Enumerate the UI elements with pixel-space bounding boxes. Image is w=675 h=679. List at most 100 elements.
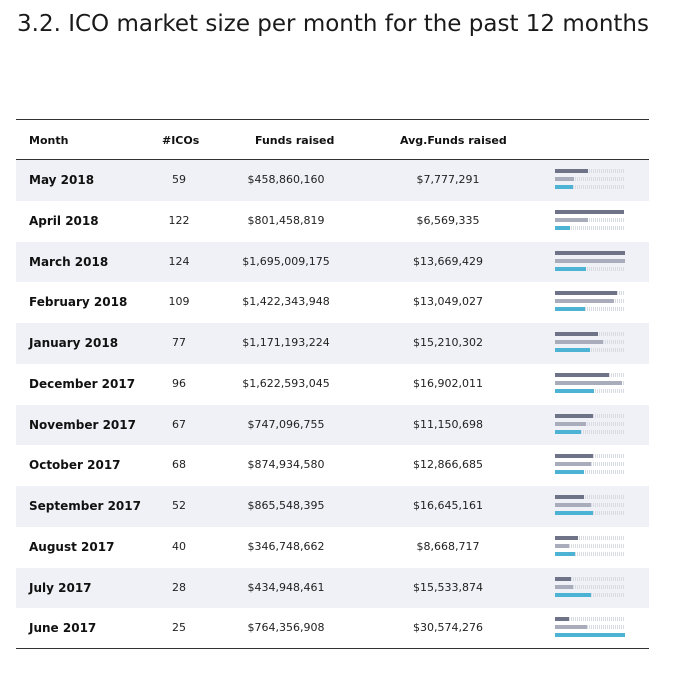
avg-funds-cell: $30,574,276	[413, 621, 483, 635]
month-cell: July 2017	[29, 580, 92, 595]
funds-raised-bar-track	[555, 258, 625, 263]
funds-raised-bar	[555, 462, 591, 467]
avg-funds-bar-track	[555, 511, 625, 515]
icos-bar-track	[555, 250, 625, 255]
avg-funds-bar-track	[555, 388, 625, 393]
funds-raised-bar-track	[555, 584, 625, 589]
funds-raised-bar	[555, 177, 574, 181]
icos-bar-track	[555, 332, 625, 336]
table-bottom-rule	[16, 648, 649, 649]
table-row: July 2017 28 $434,948,461 $15,533,874	[16, 567, 649, 609]
funds-raised-bar-track	[555, 462, 625, 467]
avg-funds-bar-track	[555, 348, 625, 352]
month-cell: November 2017	[29, 417, 136, 432]
icos-bar-track	[555, 209, 625, 214]
avg-funds-cell: $15,533,874	[413, 580, 483, 594]
table-body: May 2018 59 $458,860,160 $7,777,291 April 20…	[16, 160, 649, 649]
icos-bar	[555, 209, 624, 214]
table-row: February 2018 109 $1,422,343,948 $13,049,02…	[16, 282, 649, 323]
table-row: September 2017 52 $865,548,395 $16,645,161	[16, 486, 649, 527]
avg-funds-bar-track	[555, 470, 625, 475]
icos-bar	[555, 291, 617, 296]
icos-cell: 77	[172, 336, 186, 349]
table-row: May 2018 59 $458,860,160 $7,777,291	[16, 160, 649, 201]
icos-cell: 109	[168, 295, 190, 309]
month-cell: June 2017	[29, 621, 97, 636]
avg-funds-bar-track	[555, 551, 625, 556]
mini-bar-group	[555, 332, 625, 356]
mini-bar-group	[555, 169, 625, 193]
avg-funds-bar-track	[555, 266, 625, 271]
icos-bar	[555, 617, 569, 622]
icos-cell: 40	[172, 539, 186, 553]
mini-bar-group	[555, 250, 625, 275]
funds-raised-cell: $1,422,343,948	[242, 295, 330, 309]
page-title: 3.2. ICO market size per month for the p…	[17, 11, 649, 37]
funds-raised-cell: $1,695,009,175	[242, 254, 330, 268]
icos-bar	[555, 535, 578, 540]
funds-raised-bar-track	[555, 625, 625, 630]
icos-cell: 59	[172, 173, 186, 186]
avg-funds-bar	[555, 633, 625, 638]
funds-raised-cell: $458,860,160	[247, 173, 325, 186]
avg-funds-cell: $13,049,027	[413, 295, 483, 309]
avg-funds-bar	[555, 511, 593, 515]
mini-bar-group	[555, 617, 625, 641]
avg-funds-cell: $11,150,698	[413, 417, 483, 431]
table-row: March 2018 124 $1,695,009,175 $13,669,429	[16, 241, 649, 283]
avg-funds-bar	[555, 348, 590, 352]
month-cell: February 2018	[29, 295, 128, 310]
table-row: November 2017 67 $747,096,755 $11,150,698	[16, 404, 649, 446]
avg-funds-cell: $7,777,291	[416, 173, 480, 186]
icos-bar	[555, 250, 625, 255]
icos-cell: 28	[172, 580, 186, 594]
funds-raised-bar	[555, 380, 622, 385]
funds-raised-bar	[555, 503, 591, 507]
header-funds-raised: Funds raised	[255, 134, 335, 147]
funds-raised-cell: $874,934,580	[247, 458, 325, 472]
table-row: January 2018 77 $1,171,193,224 $15,210,302	[16, 323, 649, 364]
mini-bar-group	[555, 209, 625, 234]
avg-funds-bar-track	[555, 307, 625, 312]
table-top-rule	[16, 119, 649, 120]
icos-bar	[555, 454, 593, 459]
avg-funds-bar	[555, 185, 573, 189]
icos-bar-track	[555, 413, 625, 418]
month-cell: September 2017	[29, 499, 141, 513]
header-avg-funds-raised: Avg.Funds raised	[400, 134, 507, 147]
funds-raised-bar-track	[555, 177, 625, 181]
avg-funds-bar-track	[555, 225, 625, 230]
avg-funds-bar-track	[555, 429, 625, 434]
header-month: Month	[29, 134, 69, 147]
mini-bar-group	[555, 576, 625, 601]
icos-bar	[555, 169, 588, 173]
funds-raised-bar-track	[555, 543, 625, 548]
funds-raised-bar-track	[555, 217, 625, 222]
icos-bar-track	[555, 495, 625, 499]
header-icos: #ICOs	[162, 134, 200, 147]
icos-cell: 25	[172, 621, 186, 635]
funds-raised-cell: $764,356,908	[247, 621, 325, 635]
icos-bar-track	[555, 169, 625, 173]
icos-cell: 68	[172, 458, 186, 472]
funds-raised-bar	[555, 421, 586, 426]
table-row: April 2018 122 $801,458,819 $6,569,335	[16, 201, 649, 242]
funds-raised-bar	[555, 625, 587, 630]
avg-funds-bar	[555, 388, 594, 393]
funds-raised-cell: $1,171,193,224	[242, 336, 330, 349]
icos-bar-track	[555, 454, 625, 459]
mini-bar-group	[555, 413, 625, 438]
icos-bar	[555, 372, 609, 377]
table-row: October 2017 68 $874,934,580 $12,866,685	[16, 445, 649, 486]
icos-cell: 122	[168, 213, 190, 227]
month-cell: March 2018	[29, 254, 109, 269]
icos-bar-track	[555, 535, 625, 540]
icos-cell: 96	[172, 376, 186, 390]
mini-bar-group	[555, 291, 625, 315]
funds-raised-bar	[555, 584, 573, 589]
month-cell: August 2017	[29, 539, 115, 554]
icos-bar-track	[555, 617, 625, 622]
icos-bar	[555, 413, 593, 418]
funds-raised-bar-track	[555, 503, 625, 507]
avg-funds-bar	[555, 592, 591, 597]
